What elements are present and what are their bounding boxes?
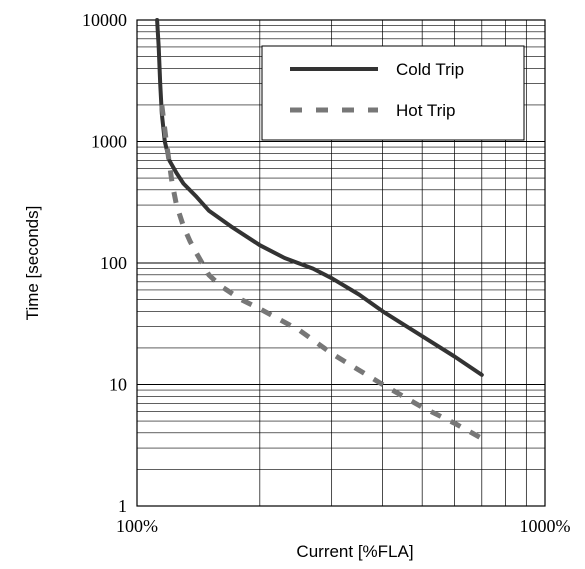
y-tick-labels: 1 10 100 1000 10000 bbox=[82, 10, 127, 516]
series-line-hot-trip bbox=[159, 104, 484, 441]
y-tick-label: 100 bbox=[100, 253, 127, 273]
y-tick-label: 1000 bbox=[91, 132, 127, 152]
y-tick-label: 10 bbox=[109, 375, 127, 395]
x-tick-label: 100% bbox=[116, 516, 158, 536]
x-tick-label: 1000% bbox=[520, 516, 571, 536]
x-tick-labels: 100% 1000% bbox=[116, 516, 571, 536]
x-axis-label: Current [%FLA] bbox=[296, 542, 413, 561]
legend: Cold Trip Hot Trip bbox=[261, 45, 525, 141]
legend-box bbox=[261, 45, 525, 141]
legend-label-hot-trip: Hot Trip bbox=[396, 101, 456, 120]
y-tick-label: 10000 bbox=[82, 10, 127, 30]
series-layer bbox=[155, 18, 484, 441]
series-line-cold-trip bbox=[155, 18, 484, 377]
legend-label-cold-trip: Cold Trip bbox=[396, 60, 464, 79]
y-axis-label: Time [seconds] bbox=[23, 206, 42, 321]
plot-frame bbox=[136, 19, 546, 507]
y-tick-label: 1 bbox=[118, 496, 127, 516]
